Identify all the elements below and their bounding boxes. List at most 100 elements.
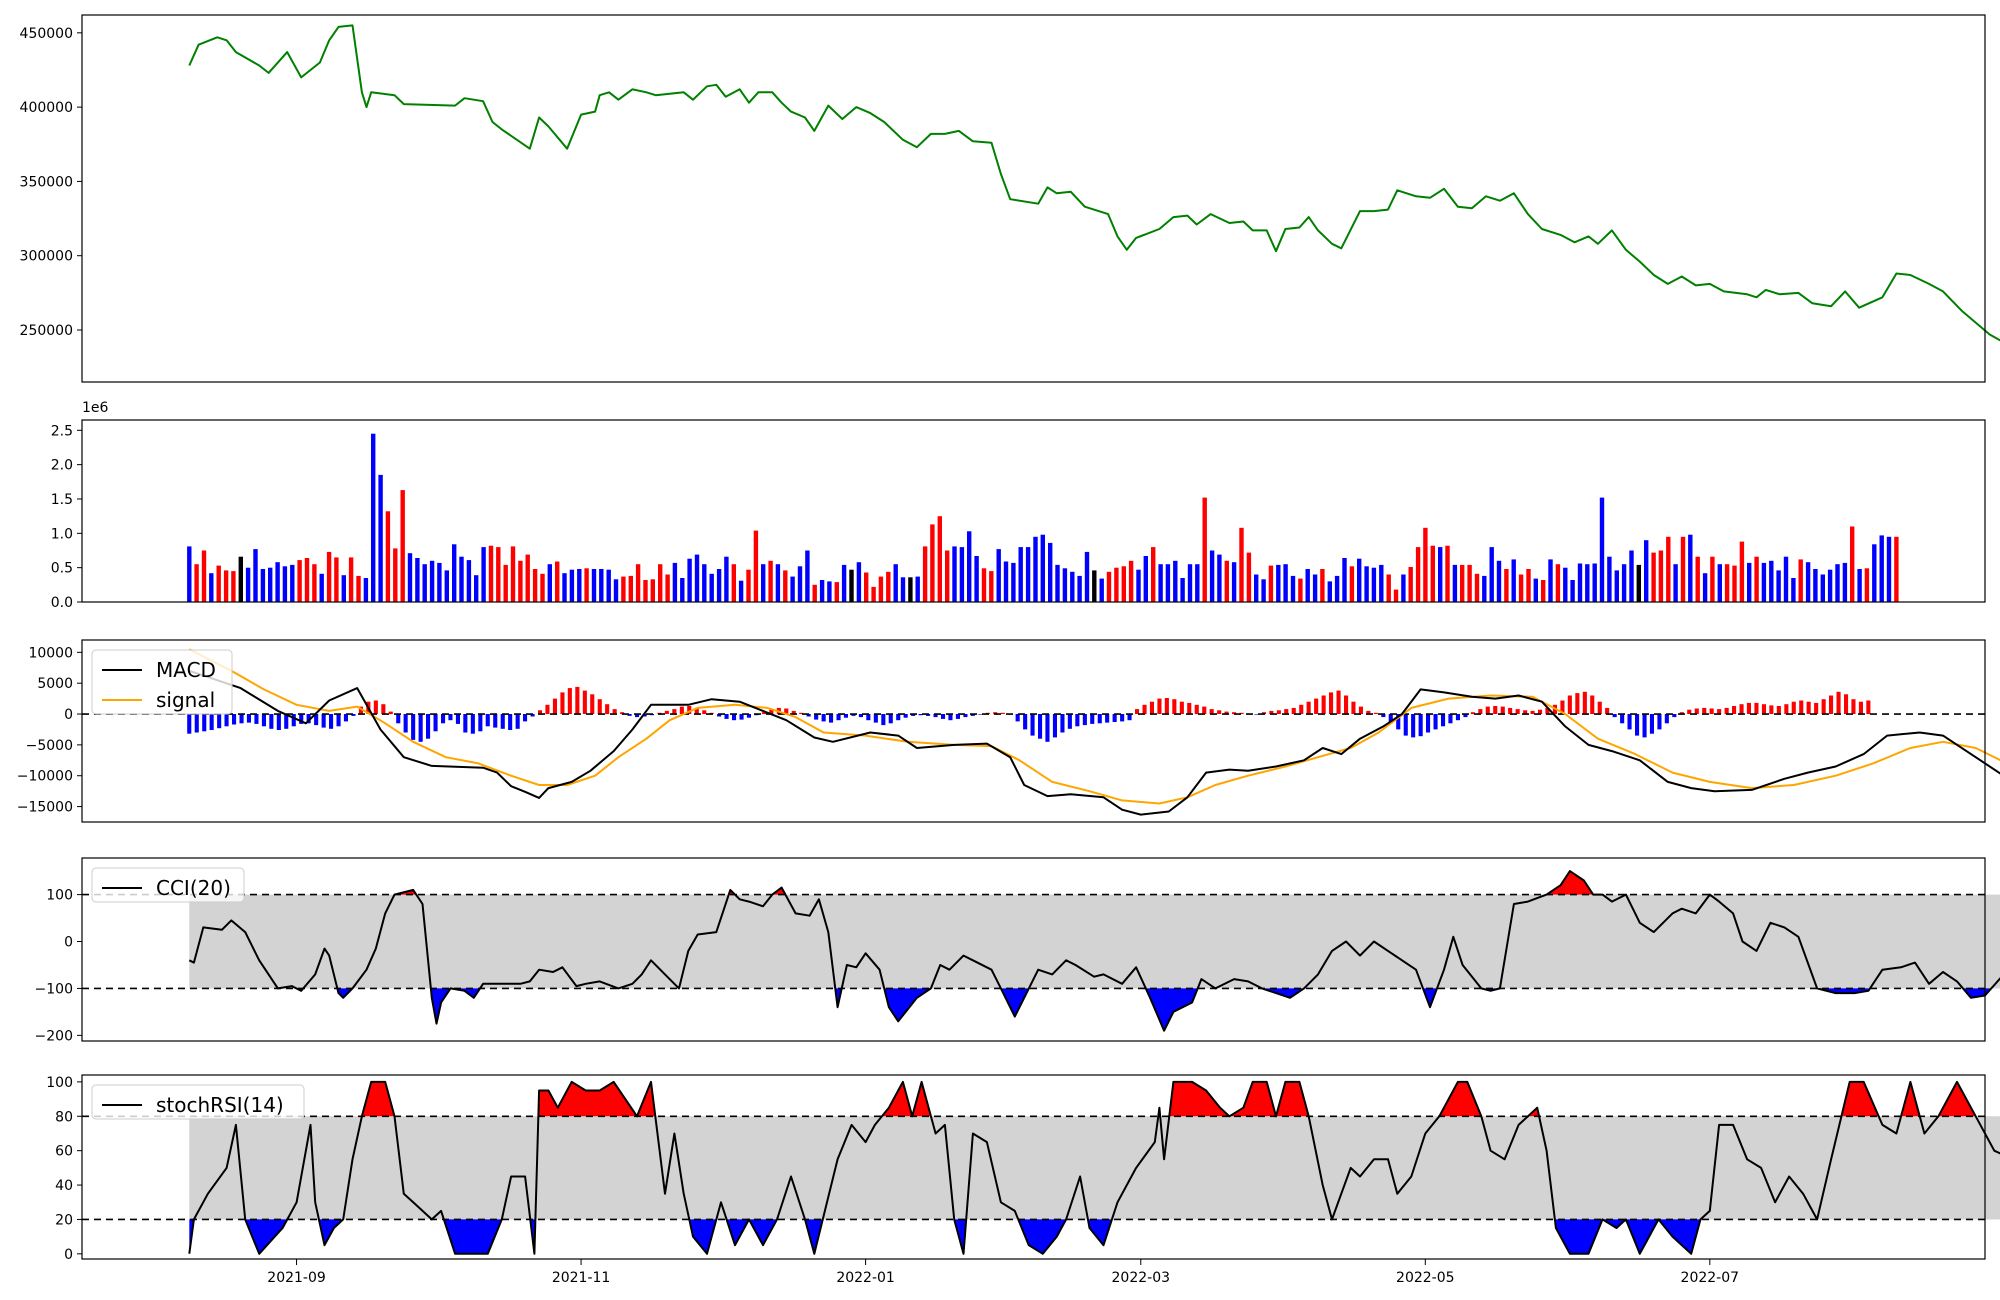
macd-histogram-bar xyxy=(1097,714,1102,724)
volume-bar xyxy=(1165,564,1171,602)
volume-bar xyxy=(319,573,324,602)
volume-bar xyxy=(753,530,759,602)
macd-histogram-bar xyxy=(291,714,296,727)
volume-bar xyxy=(1636,564,1641,602)
volume-bar xyxy=(658,564,663,602)
volume-bar xyxy=(356,575,361,602)
volume-bar xyxy=(665,574,670,602)
volume-bar xyxy=(628,575,633,602)
macd-histogram-bar xyxy=(1746,702,1751,714)
macd-histogram-bar xyxy=(1463,714,1468,718)
macd-histogram-bar xyxy=(1761,704,1766,715)
volume-bar xyxy=(577,569,582,602)
volume-bar xyxy=(834,582,839,602)
volume-bar xyxy=(606,569,611,602)
stochrsi-ytick-label: 100 xyxy=(46,1075,73,1091)
volume-bar xyxy=(849,569,854,602)
volume-bar xyxy=(1349,566,1355,602)
volume-bar xyxy=(967,531,972,602)
macd-histogram-bar xyxy=(1776,706,1781,714)
volume-bar xyxy=(1791,578,1796,602)
volume-bar xyxy=(481,547,486,602)
volume-bar xyxy=(871,586,876,602)
volume-bar xyxy=(1415,547,1421,602)
macd-histogram-bar xyxy=(1015,714,1020,722)
volume-bar xyxy=(1312,574,1318,602)
volume-bar xyxy=(429,560,435,602)
volume-bar xyxy=(1246,552,1252,602)
volume-bar xyxy=(864,572,869,602)
macd-histogram-bar xyxy=(1560,700,1565,715)
volume-bar xyxy=(812,584,817,602)
macd-histogram-bar xyxy=(1000,712,1005,714)
macd-histogram-bar xyxy=(843,714,848,718)
macd-histogram-bar xyxy=(1620,714,1625,724)
macd-histogram-bar xyxy=(1694,708,1699,715)
macd-histogram-bar xyxy=(560,692,565,714)
volume-bar xyxy=(694,554,700,602)
volume-bar xyxy=(1518,574,1524,602)
volume-bar xyxy=(1195,564,1200,602)
volume-bar xyxy=(1430,545,1435,602)
macd-histogram-bar xyxy=(1769,705,1774,714)
stochrsi-ytick-label: 80 xyxy=(55,1109,73,1125)
macd-histogram-bar xyxy=(1717,709,1722,714)
volume-bar xyxy=(1673,564,1678,602)
volume-bar xyxy=(1541,580,1546,602)
macd-histogram-bar xyxy=(687,706,692,714)
volume-bar xyxy=(1651,552,1656,602)
volume-bar xyxy=(297,560,302,602)
volume-bar xyxy=(724,556,729,602)
macd-histogram-bar xyxy=(478,714,483,732)
macd-histogram-bar xyxy=(1784,704,1789,715)
volume-bar xyxy=(209,573,214,602)
macd-frame xyxy=(81,639,1986,823)
volume-bar xyxy=(363,578,369,602)
macd-histogram-bar xyxy=(724,714,729,719)
volume-bar xyxy=(1283,564,1288,602)
macd-histogram-bar xyxy=(396,714,401,724)
volume-bar xyxy=(702,564,707,602)
volume-bar xyxy=(1364,566,1369,602)
volume-bar xyxy=(1717,564,1722,602)
macd-histogram-bar xyxy=(918,714,923,716)
macd-histogram-bar xyxy=(1687,709,1692,714)
volume-bar xyxy=(1702,573,1708,602)
volume-bar xyxy=(1151,547,1156,602)
macd-histogram-bar xyxy=(799,712,804,714)
macd-histogram-bar xyxy=(851,714,856,716)
x-axis-tick-label: 2021-11 xyxy=(552,1270,611,1286)
macd-histogram-bar xyxy=(1038,714,1043,739)
macd-histogram-bar xyxy=(769,709,774,714)
volume-bar xyxy=(1092,570,1097,602)
macd-histogram-bar xyxy=(590,694,595,714)
macd-histogram-bar xyxy=(784,708,789,715)
macd-histogram-bar xyxy=(1202,706,1207,714)
macd-histogram-bar xyxy=(1493,706,1498,714)
volume-bar xyxy=(591,569,597,602)
volume-bar xyxy=(1504,569,1509,602)
volume-bar xyxy=(1114,567,1119,602)
volume-bar xyxy=(1482,575,1487,602)
macd-histogram-bar xyxy=(1261,712,1266,715)
volume-bar xyxy=(1577,563,1583,602)
macd-histogram-bar xyxy=(1679,712,1684,715)
volume-bar xyxy=(1379,564,1384,602)
macd-histogram-bar xyxy=(664,710,669,714)
macd-histogram-bar xyxy=(1523,710,1528,714)
macd-histogram-bar xyxy=(791,710,796,714)
volume-bar xyxy=(1268,565,1274,602)
volume-bar xyxy=(1695,556,1700,602)
macd-histogram-bar xyxy=(978,714,983,715)
macd-histogram-bar xyxy=(1306,701,1311,714)
macd-histogram-bar xyxy=(761,712,766,715)
volume-bar xyxy=(334,557,339,602)
volume-bar xyxy=(459,556,464,602)
volume-bar xyxy=(1401,574,1406,602)
volume-bar xyxy=(437,562,442,602)
volume-bar xyxy=(1864,568,1870,602)
volume-bar xyxy=(1666,536,1671,602)
volume-bar xyxy=(1371,567,1377,602)
volume-bar xyxy=(805,550,810,602)
